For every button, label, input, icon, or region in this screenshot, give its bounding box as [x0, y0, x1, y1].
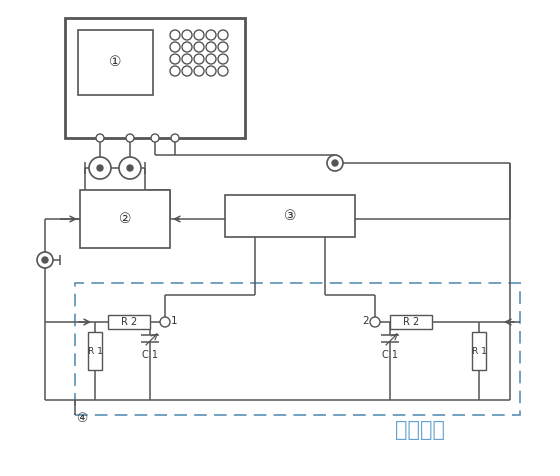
Circle shape: [218, 54, 228, 64]
Circle shape: [126, 134, 134, 142]
Circle shape: [182, 54, 192, 64]
Circle shape: [89, 157, 111, 179]
Circle shape: [194, 54, 204, 64]
Circle shape: [37, 252, 53, 268]
Circle shape: [327, 155, 343, 171]
Circle shape: [218, 66, 228, 76]
Circle shape: [182, 42, 192, 52]
Text: ②: ②: [119, 212, 131, 226]
Circle shape: [170, 66, 180, 76]
Circle shape: [170, 54, 180, 64]
Bar: [390, 315, 432, 329]
Text: R 2: R 2: [121, 317, 137, 327]
Bar: [108, 315, 150, 329]
Text: R 1: R 1: [87, 347, 102, 357]
Circle shape: [206, 66, 216, 76]
Circle shape: [96, 134, 104, 142]
Circle shape: [218, 42, 228, 52]
Bar: [75, 283, 520, 415]
Circle shape: [194, 66, 204, 76]
Circle shape: [182, 66, 192, 76]
Bar: [65, 18, 245, 138]
Circle shape: [170, 30, 180, 40]
Circle shape: [127, 165, 133, 171]
Circle shape: [160, 317, 170, 327]
Circle shape: [206, 30, 216, 40]
Text: C 1: C 1: [382, 350, 398, 360]
Text: R 2: R 2: [403, 317, 419, 327]
Bar: [225, 195, 355, 237]
Circle shape: [170, 42, 180, 52]
Circle shape: [97, 165, 103, 171]
Circle shape: [42, 257, 48, 263]
Circle shape: [332, 160, 338, 166]
Circle shape: [370, 317, 380, 327]
Text: 龙湖电子: 龙湖电子: [395, 420, 445, 440]
Text: ①: ①: [109, 55, 122, 69]
Circle shape: [218, 30, 228, 40]
Circle shape: [151, 134, 159, 142]
Text: ④: ④: [76, 411, 87, 425]
Circle shape: [194, 42, 204, 52]
Circle shape: [171, 134, 179, 142]
Text: R 1: R 1: [472, 347, 487, 357]
Circle shape: [206, 42, 216, 52]
Circle shape: [206, 54, 216, 64]
Circle shape: [182, 30, 192, 40]
Text: 2: 2: [363, 316, 369, 326]
Circle shape: [119, 157, 141, 179]
Text: 1: 1: [171, 316, 178, 326]
Bar: [472, 332, 486, 370]
Text: C 1: C 1: [142, 350, 158, 360]
Bar: [80, 190, 170, 248]
Bar: [88, 332, 102, 370]
Circle shape: [194, 30, 204, 40]
Bar: [78, 30, 153, 95]
Text: ③: ③: [284, 209, 296, 223]
